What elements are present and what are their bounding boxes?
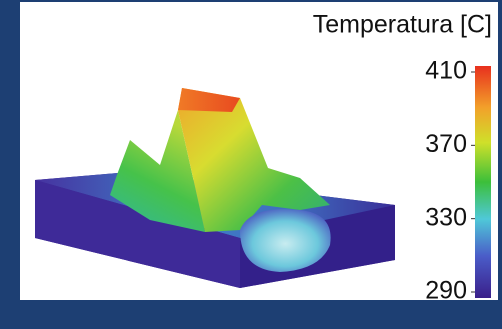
colorbar-tick-label: 370 [425, 130, 467, 158]
colorbar-tick-label: 410 [425, 57, 467, 85]
page: {"colorbar": {"title": "Temperatura [C]"… [0, 0, 502, 329]
colorbar-title: Temperatura [C] [313, 11, 492, 39]
colorbar [475, 66, 491, 298]
colorbar-tick-label: 290 [425, 277, 467, 305]
screenshot: Temperatura [C] 410 370 330 290 [0, 0, 502, 329]
colorbar-tick-label: 330 [425, 203, 467, 231]
